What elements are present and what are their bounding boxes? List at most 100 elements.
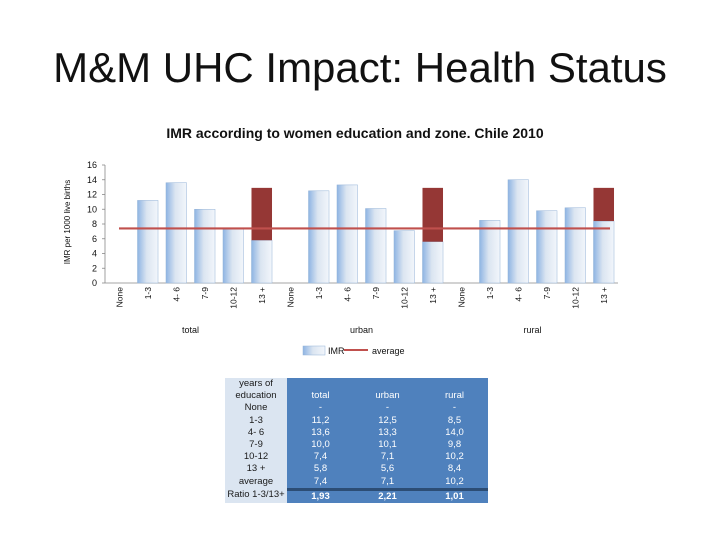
table-cell: 12,5 (354, 414, 421, 427)
table-cell: 2,21 (354, 487, 421, 504)
x-category-label: 13 + (599, 287, 609, 304)
x-category-label: 7-9 (542, 287, 552, 300)
bar-highlight-total (251, 187, 273, 241)
bar-highlight-rural (593, 187, 615, 222)
group-label-rural: rural (523, 325, 541, 335)
bar-total-5 (251, 239, 273, 284)
x-category-label: 4- 6 (171, 287, 181, 302)
bar-urban-4 (393, 230, 415, 284)
x-category-label: None (285, 287, 295, 308)
x-category-label: 10-12 (570, 287, 580, 309)
table-cell: 13,6 (287, 426, 354, 440)
y-axis-label: IMR per 1000 live births (63, 180, 72, 264)
table-cell: 7,4 (287, 475, 354, 490)
x-category-label: 13 + (428, 287, 438, 304)
table-row-ratio: Ratio 1-3/13+ 1,93 2,21 1,01 (225, 487, 488, 504)
table-cell: 7,4 (287, 451, 354, 464)
y-tick-label: 12 (87, 190, 97, 200)
x-category-label: 1-3 (143, 287, 153, 300)
table-cell: 10,2 (421, 475, 488, 490)
y-tick-label: 0 (92, 278, 97, 288)
slide-title: M&M UHC Impact: Health Status (53, 44, 667, 91)
y-tick-label: 6 (92, 234, 97, 244)
imr-data-table: years of education total urban rural Non… (225, 378, 488, 504)
table-cell: 8,5 (421, 414, 488, 427)
x-category-label: 4- 6 (513, 287, 523, 302)
bar-urban-1 (308, 190, 330, 284)
table-cell: - (287, 402, 354, 415)
bar-rural-5 (593, 220, 615, 284)
table-cell: 1,01 (421, 487, 488, 504)
table-cell: 7,1 (354, 475, 421, 490)
y-tick-label: 2 (92, 263, 97, 273)
header-urban: urban (354, 378, 421, 403)
table-cell: average (225, 475, 287, 490)
x-category-label: None (456, 287, 466, 308)
group-label-total: total (182, 325, 199, 335)
bar-rural-3 (536, 210, 558, 284)
table-row: average 7,4 7,1 10,2 (225, 475, 488, 490)
x-category-label: 10-12 (228, 287, 238, 309)
x-category-label: 13 + (257, 287, 267, 304)
table-cell: 13 + (225, 463, 287, 476)
table-cell: 11,2 (287, 414, 354, 427)
header-years: years of education (225, 378, 287, 403)
x-category-label: 7-9 (200, 287, 210, 300)
bar-total-3 (194, 209, 216, 284)
bar-total-4 (222, 228, 244, 284)
legend-imr-label: IMR (328, 346, 345, 356)
legend-imr-swatch (302, 345, 326, 356)
table-cell: 10,0 (287, 439, 354, 452)
table-row: 10-12 7,4 7,1 10,2 (225, 451, 488, 464)
table-cell: - (421, 402, 488, 415)
bar-urban-3 (365, 208, 387, 284)
table-cell: 14,0 (421, 426, 488, 440)
header-rural: rural (421, 378, 488, 403)
x-category-label: 1-3 (485, 287, 495, 300)
table-row: 7-9 10,0 10,1 9,8 (225, 439, 488, 452)
bar-highlight-urban (422, 187, 444, 242)
x-category-label: 7-9 (371, 287, 381, 300)
y-tick-label: 14 (87, 175, 97, 185)
x-category-label: 1-3 (314, 287, 324, 300)
bar-rural-2 (507, 179, 529, 284)
table-cell: 5,6 (354, 463, 421, 476)
table-cell: Ratio 1-3/13+ (225, 489, 287, 504)
y-tick-label: 10 (87, 204, 97, 214)
y-tick-label: 4 (92, 249, 97, 259)
table-cell: 4- 6 (225, 426, 287, 440)
legend-average-label: average (372, 346, 405, 356)
table-cell: 13,3 (354, 426, 421, 440)
table-header-row: years of education total urban rural (225, 378, 488, 403)
table-cell: 10,1 (354, 439, 421, 452)
table-cell: 9,8 (421, 439, 488, 452)
bar-total-2 (165, 182, 187, 284)
table-cell: 7,1 (354, 451, 421, 464)
y-tick-label: 16 (87, 160, 97, 170)
x-category-label: 10-12 (399, 287, 409, 309)
table-cell: 1,93 (287, 487, 354, 504)
table-row: 13 + 5,8 5,6 8,4 (225, 463, 488, 476)
bar-rural-1 (479, 220, 501, 284)
table-cell: 7-9 (225, 439, 287, 452)
group-label-urban: urban (350, 325, 373, 335)
table-row: None - - - (225, 402, 488, 415)
table-row: 1-3 11,2 12,5 8,5 (225, 414, 488, 427)
header-total: total (287, 378, 354, 403)
table-cell: 10,2 (421, 451, 488, 464)
table-cell: 10-12 (225, 451, 287, 464)
x-category-label: None (114, 287, 124, 308)
bar-urban-5 (422, 241, 444, 284)
bar-total-1 (137, 200, 159, 284)
table-cell: - (354, 402, 421, 415)
chart-title: IMR according to women education and zon… (166, 125, 543, 141)
bar-urban-2 (336, 184, 358, 284)
table-cell: 1-3 (225, 414, 287, 427)
y-tick-label: 8 (92, 219, 97, 229)
table-cell: 5,8 (287, 463, 354, 476)
table-row: 4- 6 13,6 13,3 14,0 (225, 426, 488, 440)
bar-rural-4 (564, 207, 586, 284)
table-cell: None (225, 402, 287, 415)
x-category-label: 4- 6 (342, 287, 352, 302)
